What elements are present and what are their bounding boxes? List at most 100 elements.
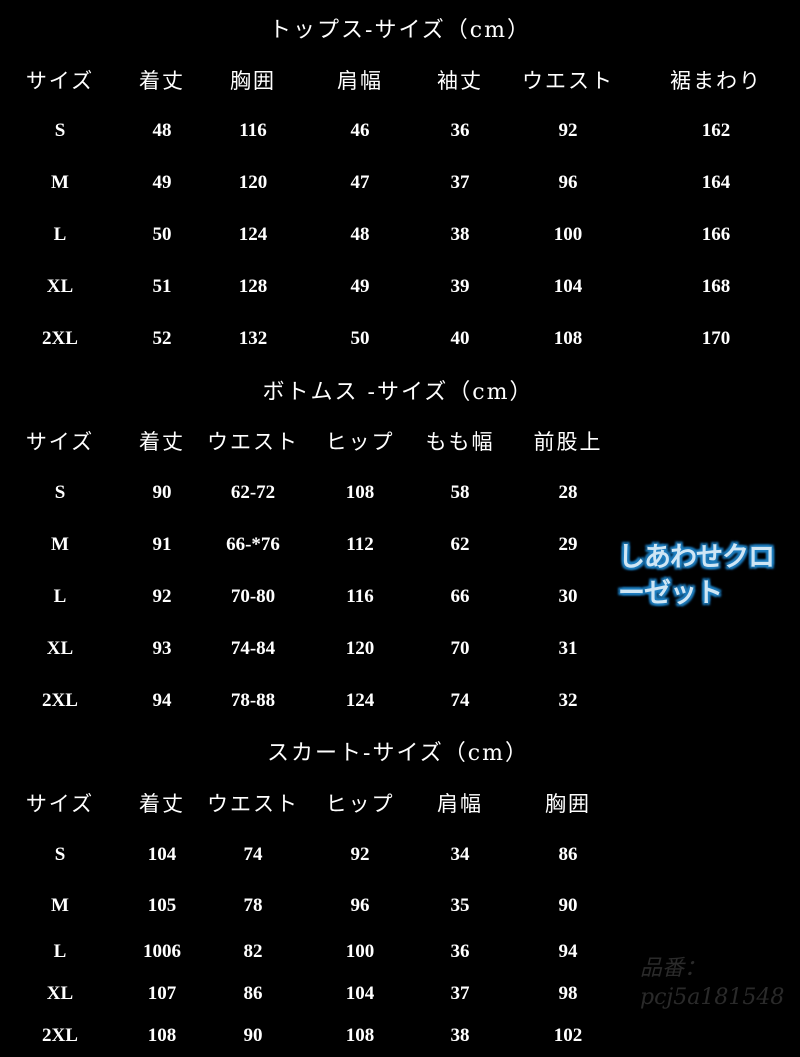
skirt-size-label: S	[54, 844, 66, 865]
bottoms-column-header: ウエスト	[207, 430, 299, 454]
bottoms-table-cell: 112	[346, 534, 374, 555]
tops-size-label: XL	[46, 276, 74, 297]
bottoms-size-label: S	[54, 482, 66, 503]
skirt-table-cell: 104	[147, 844, 177, 865]
bottoms-table-cell: 74-84	[230, 638, 276, 659]
skirt-table-cell: 90	[558, 895, 578, 916]
bottoms-table-cell: 124	[345, 690, 375, 711]
tops-table-cell: 132	[238, 328, 268, 349]
tops-table-cell: 104	[553, 276, 583, 297]
bottoms-column-header: ヒップ	[325, 430, 395, 454]
bottoms-table-cell: 70-80	[230, 586, 276, 607]
tops-table-cell: 162	[701, 120, 731, 141]
tops-table-cell: 51	[152, 276, 172, 297]
tops-section-title: トップス-サイズ（cm）	[269, 18, 531, 43]
skirt-column-header: サイズ	[25, 792, 95, 816]
skirt-table-cell: 108	[345, 1025, 375, 1046]
watermark-code: pcj5a181548	[640, 985, 785, 1010]
skirt-table-cell: 94	[558, 941, 578, 962]
bottoms-table-cell: 58	[450, 482, 470, 503]
tops-table-cell: 52	[152, 328, 172, 349]
tops-table-cell: 170	[701, 328, 731, 349]
skirt-table-cell: 78	[243, 895, 263, 916]
tops-table-cell: 164	[701, 172, 731, 193]
tops-table-cell: 38	[450, 224, 470, 245]
skirt-table-cell: 98	[558, 983, 578, 1004]
tops-size-label: L	[53, 224, 67, 245]
tops-size-label: 2XL	[42, 328, 78, 349]
bottoms-column-header: サイズ	[25, 430, 95, 454]
skirt-table-cell: 36	[450, 941, 470, 962]
tops-table-cell: 39	[450, 276, 470, 297]
tops-table-cell: 50	[152, 224, 172, 245]
skirt-table-cell: 100	[345, 941, 375, 962]
tops-column-header: 着丈	[139, 69, 185, 93]
bottoms-size-label: M	[51, 534, 69, 555]
skirt-table-cell: 82	[243, 941, 263, 962]
skirt-table-cell: 34	[450, 844, 470, 865]
tops-table-cell: 40	[450, 328, 470, 349]
tops-table-cell: 124	[238, 224, 268, 245]
skirt-table-cell: 38	[450, 1025, 470, 1046]
skirt-table-cell: 105	[147, 895, 177, 916]
tops-table-cell: 48	[152, 120, 172, 141]
bottoms-size-label: 2XL	[42, 690, 78, 711]
bottoms-table-cell: 92	[152, 586, 172, 607]
tops-table-cell: 108	[553, 328, 583, 349]
skirt-table-cell: 37	[450, 983, 470, 1004]
tops-table-cell: 47	[350, 172, 370, 193]
tops-table-cell: 120	[238, 172, 268, 193]
skirt-table-cell: 108	[147, 1025, 177, 1046]
tops-table-cell: 100	[553, 224, 583, 245]
tops-table-cell: 116	[239, 120, 267, 141]
bottoms-table-cell: 70	[450, 638, 470, 659]
bottoms-table-cell: 66-*76	[226, 534, 280, 555]
tops-table-cell: 46	[350, 120, 370, 141]
skirt-column-header: 着丈	[139, 792, 185, 816]
skirt-column-header: ヒップ	[325, 792, 395, 816]
skirt-table-cell: 104	[345, 983, 375, 1004]
tops-table-cell: 96	[558, 172, 578, 193]
tops-column-header: 袖丈	[437, 69, 483, 93]
tops-table-cell: 36	[450, 120, 470, 141]
skirt-table-cell: 86	[243, 983, 263, 1004]
skirt-table-cell: 35	[450, 895, 470, 916]
skirt-table-cell: 107	[147, 983, 177, 1004]
tops-table-cell: 49	[152, 172, 172, 193]
skirt-size-label: 2XL	[42, 1025, 78, 1046]
tops-table-cell: 37	[450, 172, 470, 193]
bottoms-column-header: もも幅	[425, 430, 495, 454]
bottoms-table-cell: 90	[152, 482, 172, 503]
tops-table-cell: 50	[350, 328, 370, 349]
skirt-size-label: XL	[46, 983, 74, 1004]
tops-table-cell: 49	[350, 276, 370, 297]
skirt-table-cell: 1006	[143, 941, 181, 962]
bottoms-table-cell: 28	[558, 482, 578, 503]
bottoms-section-title: ボトムス -サイズ（cm）	[262, 380, 534, 405]
tops-size-label: M	[51, 172, 69, 193]
tops-table-cell: 48	[350, 224, 370, 245]
tops-table-cell: 166	[701, 224, 731, 245]
tops-column-header: 胸囲	[230, 69, 276, 93]
bottoms-table-cell: 91	[152, 534, 172, 555]
bottoms-column-header: 前股上	[533, 430, 603, 454]
bottoms-table-cell: 66	[450, 586, 470, 607]
skirt-table-cell: 74	[243, 844, 263, 865]
skirt-size-label: L	[53, 941, 67, 962]
bottoms-table-cell: 30	[558, 586, 578, 607]
skirt-table-cell: 96	[350, 895, 370, 916]
bottoms-table-cell: 108	[345, 482, 375, 503]
skirt-column-header: ウエスト	[207, 792, 299, 816]
skirt-table-cell: 102	[553, 1025, 583, 1046]
bottoms-size-label: L	[53, 586, 67, 607]
bottoms-table-cell: 62	[450, 534, 470, 555]
tops-table-cell: 92	[558, 120, 578, 141]
bottoms-table-cell: 94	[152, 690, 172, 711]
bottoms-table-cell: 116	[346, 586, 374, 607]
skirt-table-cell: 90	[243, 1025, 263, 1046]
tops-table-cell: 168	[701, 276, 731, 297]
bottoms-table-cell: 78-88	[230, 690, 276, 711]
bottoms-table-cell: 93	[152, 638, 172, 659]
bottoms-table-cell: 120	[345, 638, 375, 659]
